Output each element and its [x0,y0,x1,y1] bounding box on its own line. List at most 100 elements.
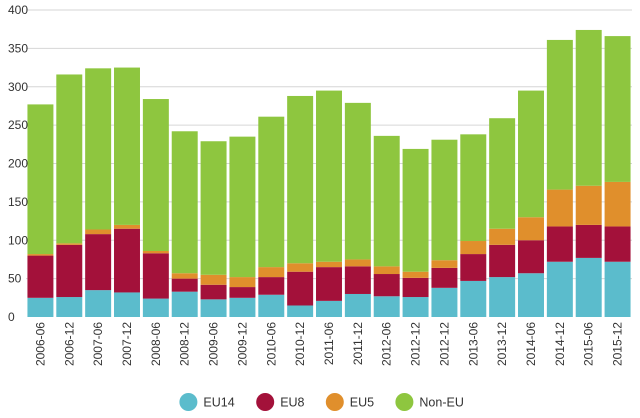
bar-segment-eu8 [27,255,54,298]
bar-segment-eu8 [171,278,198,292]
bar-segment-eu8 [546,226,573,262]
bar-segment-eu5 [171,273,198,279]
bar-segment-eu8 [344,266,371,294]
bar-stack [56,74,83,317]
bar-segment-eu14 [604,261,631,317]
bar-segment-eu5 [546,189,573,227]
y-axis: 0 50 100 150 200 250 300 350 400 [8,3,28,324]
x-tick-label: 2014-06 [524,322,538,366]
bar-segment-eu5 [114,224,140,229]
bar-segment-eu8 [604,226,631,262]
bar-segment-eu5 [431,260,458,268]
bar-segment-eu5 [604,181,631,227]
bar-segment-eu5 [402,271,429,278]
bar-segment-eu5 [27,254,54,256]
legend-swatch [256,393,275,411]
bar-segment-eu8 [316,267,342,301]
bar-segment-eu8 [200,284,227,300]
bar-segment-eu5 [460,241,487,255]
bar-stack [489,118,516,317]
x-tick-label: 2006-06 [33,322,47,366]
bar-segment-eu8 [460,254,487,281]
bar-segment-eu8 [258,277,285,295]
bar-stack [316,90,342,317]
bar-segment-non-eu [142,99,169,251]
bar-stack [114,67,140,317]
legend-label: EU14 [203,396,234,410]
y-tick-label: 250 [8,118,28,132]
bar-segment-eu8 [489,244,516,278]
bar-segment-eu14 [229,297,256,317]
bar-segment-non-eu [114,67,140,225]
x-tick-label: 2008-06 [149,322,163,366]
bar-segment-eu14 [546,261,573,317]
y-tick-label: 0 [8,310,15,324]
bar-segment-eu8 [518,240,544,274]
bar-segment-non-eu [431,139,458,261]
bar-segment-eu5 [316,261,342,268]
bar-segment-non-eu [258,116,285,268]
x-tick-label: 2014-12 [553,322,567,366]
bar-stack [431,139,458,317]
bar-stack [575,29,602,317]
bar-segment-eu14 [85,290,112,317]
legend-item: EU8 [256,393,305,411]
bar-segment-non-eu [229,136,256,278]
bar-segment-eu8 [85,234,112,291]
x-tick-label: 2006-12 [62,322,76,366]
bar-segment-eu14 [344,293,371,317]
bar-segment-eu8 [402,277,429,298]
bar-segment-non-eu [460,134,487,242]
bar-segment-eu14 [402,297,429,317]
bar-stack [518,90,544,317]
bar-segment-eu14 [171,291,198,317]
x-tick-label: 2007-12 [120,322,134,366]
legend-swatch [325,393,344,411]
bar-stack [200,141,227,317]
x-tick-label: 2015-12 [611,322,625,366]
bar-segment-non-eu [575,29,602,186]
y-tick-label: 100 [8,233,28,247]
bar-segment-eu14 [373,296,400,317]
bar-segment-eu14 [316,300,342,317]
bar-segment-non-eu [604,36,631,182]
y-tick-label: 50 [8,272,22,286]
x-tick-label: 2013-06 [466,322,480,366]
legend-item: EU5 [325,393,374,411]
x-tick-label: 2012-12 [409,322,423,366]
bar-stack [604,36,631,317]
bar-stack [85,68,112,317]
bar-stack [171,131,198,317]
bar-segment-eu8 [114,228,140,293]
bar-segment-non-eu [402,148,429,272]
legend-swatch [179,393,198,411]
bar-stack [287,95,314,317]
bar-segment-non-eu [373,135,400,267]
bar-segment-eu5 [229,277,256,288]
bar-segment-eu8 [287,271,314,306]
bar-segment-eu14 [258,294,285,317]
x-tick-label: 2013-12 [495,322,509,366]
x-axis: 2006-06 2006-12 2007-06 2007-12 2008-06 2008-… [33,322,624,366]
x-tick-label: 2009-06 [207,322,221,366]
bar-segment-non-eu [171,131,198,274]
bar-segment-non-eu [56,74,83,244]
bar-segment-eu5 [373,266,400,275]
bar-segment-eu14 [518,273,544,317]
bar-segment-eu14 [460,280,487,317]
bar-segment-eu14 [489,277,516,317]
y-tick-label: 400 [8,3,28,17]
bar-segment-eu8 [575,224,602,258]
bar-segment-eu14 [56,297,83,317]
x-tick-label: 2010-06 [264,322,278,366]
bar-segment-eu8 [229,287,256,298]
x-tick-label: 2011-12 [351,322,365,365]
x-tick-label: 2011-06 [322,322,336,365]
x-tick-label: 2012-06 [380,322,394,366]
legend-item: Non-EU [395,393,464,411]
bar-segment-eu5 [344,259,371,267]
bar-segment-eu14 [200,299,227,317]
legend-label: EU8 [280,396,304,410]
bar-segment-non-eu [287,95,314,264]
